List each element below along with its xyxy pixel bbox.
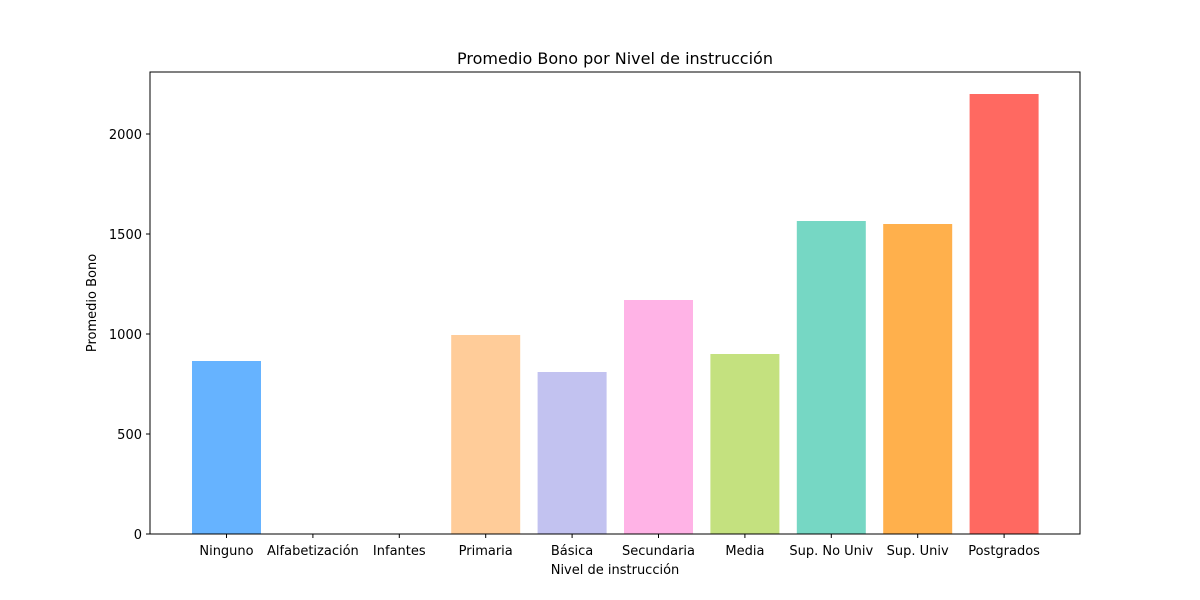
bar-sup-no-univ	[796, 221, 866, 534]
bar-sup-univ	[883, 224, 953, 534]
y-tick-label: 500	[117, 428, 142, 443]
bar-media	[710, 354, 780, 534]
x-tick-label: Secundaria	[622, 544, 695, 559]
bar-ninguno	[192, 361, 261, 534]
plot-frame	[149, 71, 1081, 535]
y-tick-label: 1000	[109, 328, 142, 343]
x-tick-label: Primaria	[459, 544, 513, 559]
bar-b-sica	[537, 372, 607, 534]
bars-group	[192, 94, 1039, 534]
chart-title: Promedio Bono por Nivel de instrucción	[457, 49, 773, 68]
y-tick-label: 1500	[109, 228, 142, 243]
bar-primaria	[451, 335, 521, 534]
x-tick-label: Sup. No Univ	[789, 544, 873, 559]
x-tick-label: Ninguno	[199, 544, 253, 559]
x-axis-ticks: Ninguno Alfabetización Infantes Primaria Bás…	[199, 534, 1040, 559]
x-tick-label: Básica	[551, 544, 593, 559]
y-tick-label: 2000	[109, 128, 142, 143]
x-tick-label: Infantes	[373, 544, 426, 559]
x-tick-label: Alfabetización	[267, 544, 359, 559]
x-tick-label: Sup. Univ	[887, 544, 949, 559]
x-tick-label: Postgrados	[968, 544, 1040, 559]
x-tick-label: Media	[725, 544, 764, 559]
bar-secundaria	[624, 300, 693, 534]
x-axis-title: Nivel de instrucción	[551, 563, 680, 578]
y-axis-title: Promedio Bono	[85, 254, 100, 352]
y-tick-label: 0	[134, 528, 142, 543]
y-axis-ticks: 0 500 1000 1500 2000	[109, 128, 150, 543]
bar-postgrados	[969, 94, 1039, 534]
